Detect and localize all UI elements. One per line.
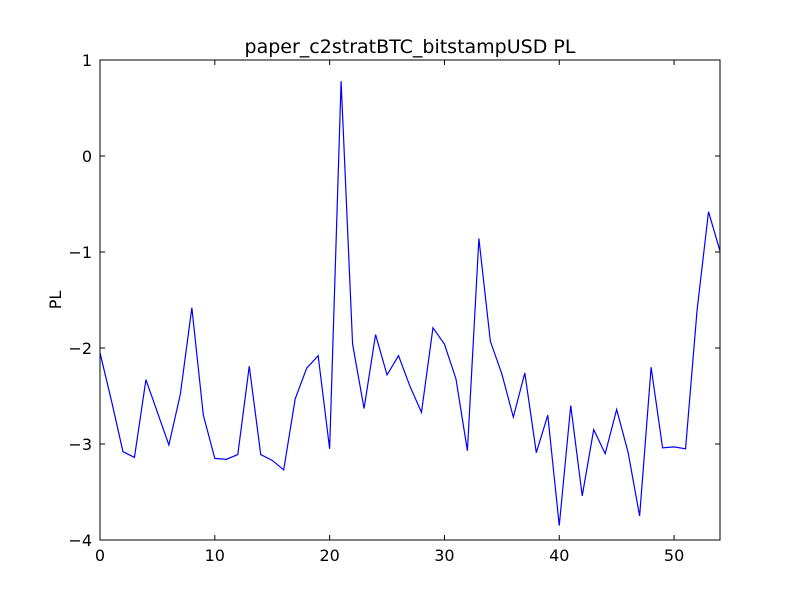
y-tick-label: −3 [68,435,92,454]
chart-title: paper_c2stratBTC_bitstampUSD PL [245,36,576,58]
x-tick-label: 20 [319,546,339,565]
y-tick-label: 0 [82,147,92,166]
x-tick-label: 10 [205,546,225,565]
x-tick-label: 50 [664,546,684,565]
plot-area: 0 10 20 30 40 50 −4 −3 −2 −1 0 1 [68,51,721,565]
y-tick-label: 1 [82,51,92,70]
x-tick-label: 0 [95,546,105,565]
x-tick-label: 30 [434,546,454,565]
x-tick-label: 40 [549,546,569,565]
y-axis-label: PL [46,291,65,310]
y-tick-label: −1 [68,243,92,262]
y-tick-label: −4 [68,531,92,550]
series-line-0 [99,81,721,526]
axes-frame [99,59,721,541]
y-tick-label: −2 [68,339,92,358]
